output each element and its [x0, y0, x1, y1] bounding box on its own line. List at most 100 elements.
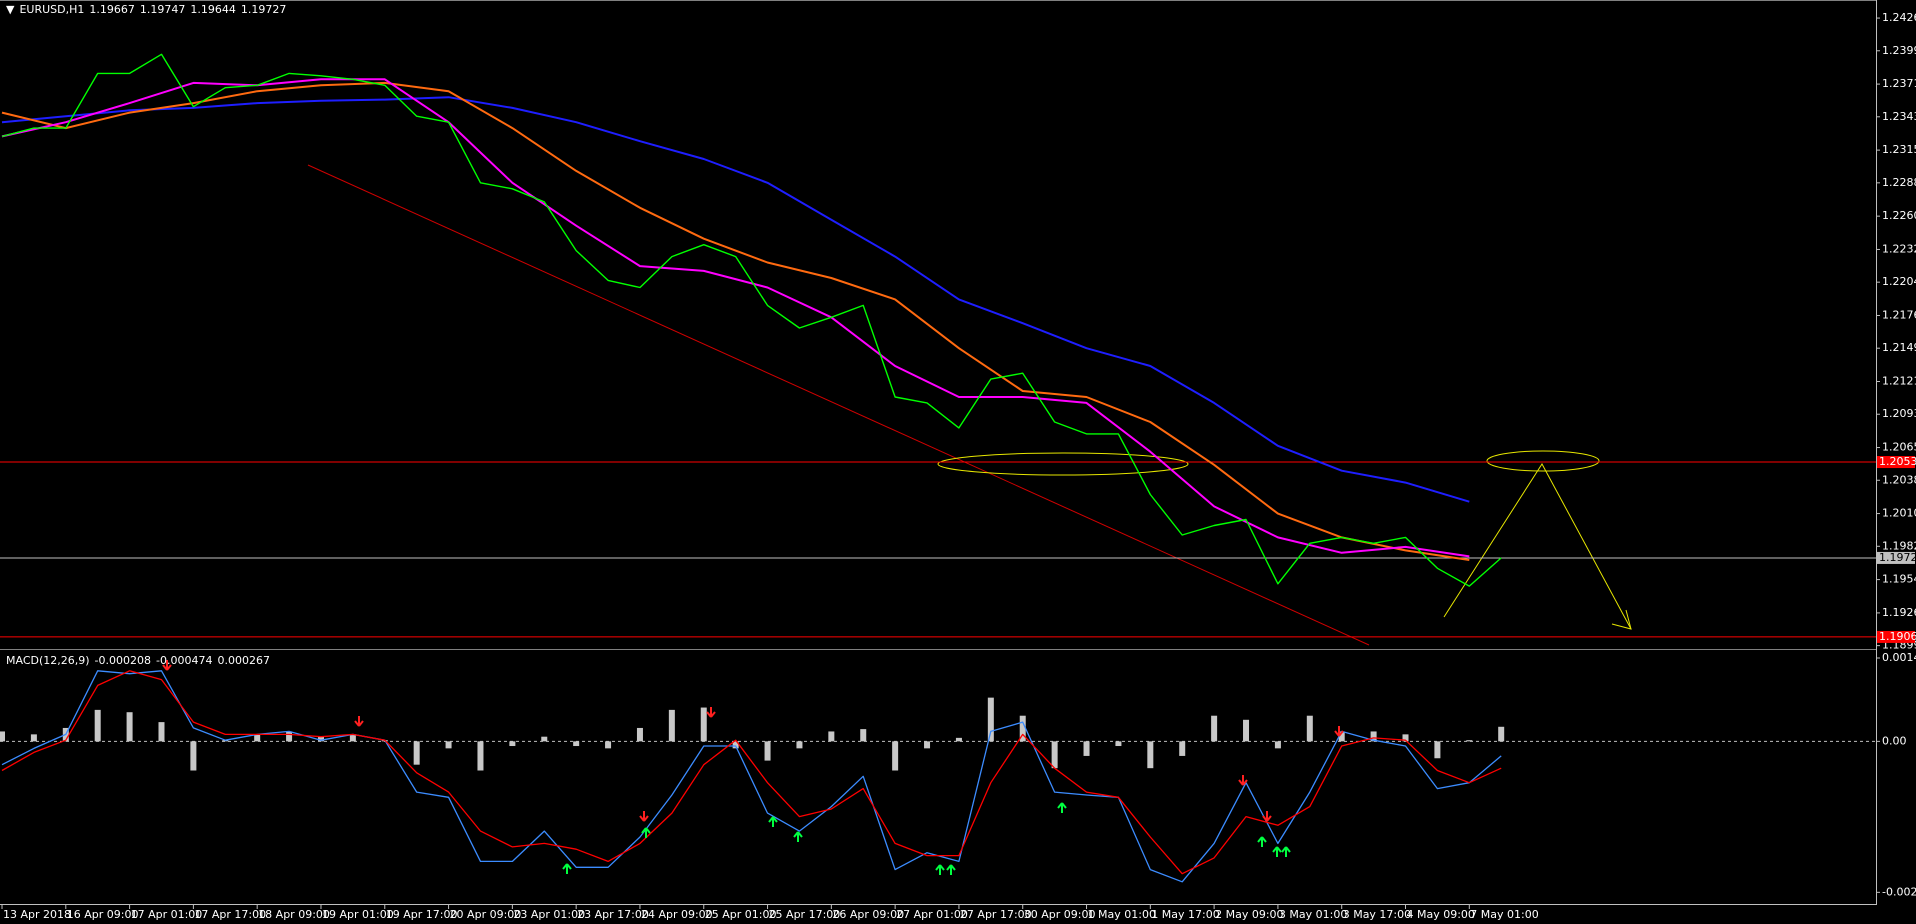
histogram-bar — [700, 707, 707, 742]
x-tick-label: 1 May 01:00 — [1088, 908, 1156, 921]
histogram-bar — [1466, 740, 1473, 742]
histogram-bar — [860, 729, 867, 742]
signal-arrow — [1238, 775, 1248, 786]
y-tick-label: 1.23990 — [1882, 44, 1916, 57]
y-tick-label: 1.23155 — [1882, 143, 1916, 156]
price-level-tag — [1877, 456, 1915, 469]
x-tick-label: 13 Apr 2018 — [3, 908, 71, 921]
y-tick-label: 1.22045 — [1882, 275, 1916, 288]
signal-arrow — [1262, 811, 1272, 822]
x-tick-label: 3 May 01:00 — [1279, 908, 1347, 921]
x-tick-label: 20 Apr 09:00 — [450, 908, 522, 921]
histogram-bar — [1179, 741, 1186, 756]
close: 1.19727 — [240, 3, 287, 16]
low: 1.19644 — [190, 3, 236, 16]
x-tick-label: 18 Apr 09:00 — [258, 908, 330, 921]
signal-arrow — [1281, 846, 1291, 857]
histogram-bar — [509, 741, 516, 747]
ellipse-zone — [937, 452, 1189, 476]
y-tick-label: 0.00 — [1882, 734, 1907, 747]
trend-line — [307, 164, 1370, 646]
y-tick-label: 1.23435 — [1882, 110, 1916, 123]
x-tick-label: 7 May 01:00 — [1470, 908, 1538, 921]
x-tick-label: 16 Apr 09:00 — [67, 908, 139, 921]
histogram-bar — [796, 741, 803, 749]
histogram-bar — [541, 736, 548, 742]
histogram-bar — [1274, 741, 1281, 749]
histogram-bar — [30, 734, 37, 742]
histogram-bar — [764, 741, 771, 761]
histogram-bar — [413, 741, 420, 765]
x-tick-label: 4 May 09:00 — [1407, 908, 1475, 921]
signal-arrow — [1257, 836, 1267, 847]
x-tick-label: 25 Apr 01:00 — [705, 908, 777, 921]
y-tick-label: 0.00143 — [1882, 651, 1916, 664]
price-level-label: 1.20533 — [1879, 455, 1916, 468]
x-tick-label: 3 May 17:00 — [1343, 908, 1411, 921]
histogram-bar — [0, 731, 5, 742]
plot: 1.24265 1.23990 1.23710 1.23435 1.23155 1.228… — [0, 11, 1916, 921]
histogram-bar — [605, 741, 612, 749]
y-tick-label: 1.22320 — [1882, 242, 1916, 255]
x-tick-label: 30 Apr 09:00 — [1024, 908, 1096, 921]
y-tick-label: 1.20380 — [1882, 473, 1916, 486]
x-tick-label: 27 Apr 01:00 — [896, 908, 968, 921]
signal-arrow — [162, 660, 172, 671]
histogram-bar — [254, 734, 261, 742]
x-tick-label: 17 Apr 17:00 — [194, 908, 266, 921]
x-tick-label: 27 Apr 17:00 — [960, 908, 1032, 921]
macd-reading: 0.000267 — [217, 654, 270, 667]
x-tick-label: 2 May 09:00 — [1215, 908, 1283, 921]
moving-average — [1, 81, 1470, 561]
x-tick-label: 19 Apr 01:00 — [322, 908, 394, 921]
y-tick-label: 1.21765 — [1882, 308, 1916, 321]
y-tick-label: 1.19825 — [1882, 539, 1916, 552]
histogram-bar — [987, 697, 994, 742]
histogram-bar — [1019, 715, 1026, 742]
x-tick-label: 23 Apr 01:00 — [513, 908, 585, 921]
signal-arrow — [768, 816, 778, 827]
price-level-tag — [1877, 551, 1915, 564]
macd-header: MACD(12,26,9) -0.000208 -0.000474 0.000267 — [6, 654, 275, 667]
x-tick-label: 23 Apr 17:00 — [577, 908, 649, 921]
macd-reading: -0.000474 — [156, 654, 213, 667]
histogram-bar — [1115, 741, 1122, 747]
x-tick-label: 24 Apr 09:00 — [641, 908, 713, 921]
histogram-bar — [126, 712, 133, 742]
y-tick-label: 1.23710 — [1882, 77, 1916, 90]
signal-arrow — [706, 707, 716, 718]
histogram-bar — [732, 741, 739, 749]
signal-arrow — [1334, 726, 1344, 737]
y-tick-label: 1.22600 — [1882, 209, 1916, 222]
histogram-bar — [158, 722, 165, 742]
signal-arrow — [946, 864, 956, 875]
histogram-bar — [1370, 731, 1377, 742]
histogram-bar — [955, 737, 962, 742]
histogram-bar — [1306, 715, 1313, 742]
y-tick-label: 1.20935 — [1882, 407, 1916, 420]
histogram-bar — [828, 731, 835, 742]
projection-arrowhead — [1611, 609, 1632, 630]
y-tick-label: 1.21490 — [1882, 341, 1916, 354]
histogram-bar — [349, 734, 356, 742]
signal-arrow — [354, 716, 364, 727]
y-tick-label: -0.00259 — [1882, 885, 1916, 898]
histogram-bar — [668, 709, 675, 742]
y-tick-label: 1.20100 — [1882, 507, 1916, 520]
moving-average — [1, 96, 1470, 503]
signal-arrow — [793, 831, 803, 842]
histogram-bar — [1402, 734, 1409, 742]
histogram-bar — [94, 709, 101, 742]
dropdown-icon: ▼ — [6, 3, 15, 16]
macd-line — [1, 670, 1502, 883]
histogram-bar — [1243, 719, 1250, 742]
symbol-header: ▼ EURUSD,H1 1.19667 1.19747 1.19644 1.19727 — [6, 3, 291, 16]
y-tick-label: 1.21210 — [1882, 375, 1916, 388]
x-tick-label: 26 Apr 09:00 — [832, 908, 904, 921]
histogram-bar — [1498, 726, 1505, 742]
signal-arrow — [641, 827, 651, 838]
histogram-bar — [1147, 741, 1154, 769]
histogram-bar — [1211, 715, 1218, 742]
x-tick-label: 19 Apr 17:00 — [386, 908, 458, 921]
